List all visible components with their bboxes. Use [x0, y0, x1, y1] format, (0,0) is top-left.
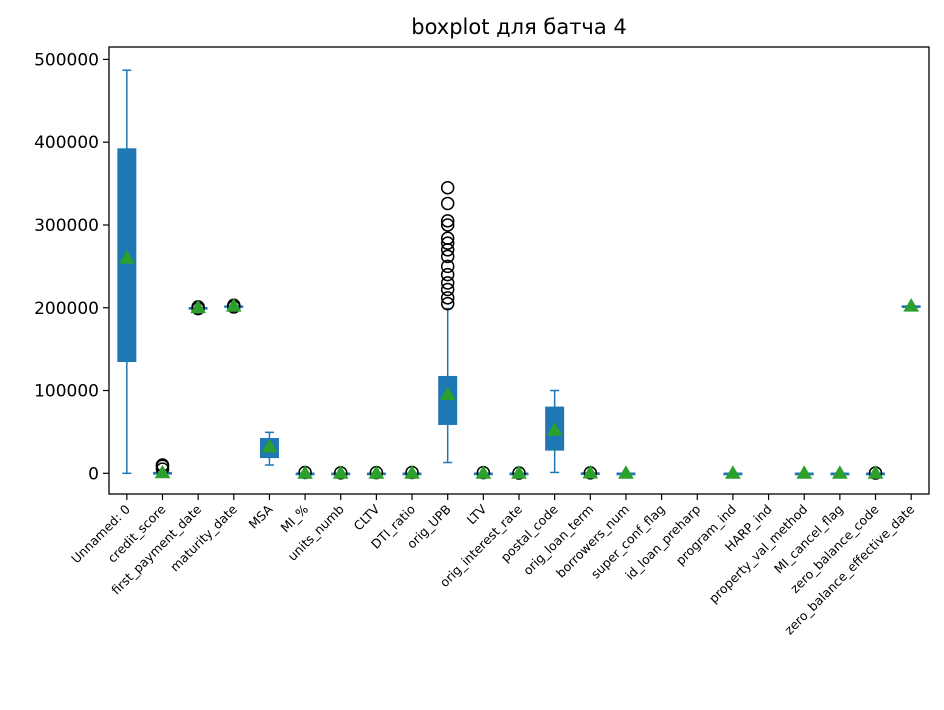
mean-marker — [261, 438, 278, 453]
outlier-point — [440, 180, 455, 195]
outlier-point — [440, 267, 455, 282]
box-0 — [117, 69, 137, 475]
outlier-point — [440, 249, 455, 264]
box-3 — [224, 298, 244, 314]
mean-marker — [475, 465, 492, 479]
x-tick-label: zero_balance_effective_date — [781, 501, 917, 637]
mean-marker — [867, 465, 884, 479]
outlier-point — [440, 231, 455, 245]
box-20 — [830, 465, 850, 479]
mean-marker — [439, 386, 456, 401]
plot-area — [108, 46, 930, 495]
mean-marker — [903, 298, 920, 312]
plot-frame — [108, 46, 930, 495]
outlier-point — [440, 276, 455, 290]
mean-marker — [831, 465, 848, 479]
box-5 — [295, 465, 315, 480]
mean-marker — [332, 465, 349, 479]
x-axis: Unnamed: 0credit_scorefirst_payment_date… — [68, 494, 918, 637]
box-11 — [509, 465, 529, 480]
mean-marker — [225, 298, 242, 312]
y-tick-label: 100000 — [34, 382, 99, 402]
box-7 — [366, 465, 386, 480]
box-4 — [259, 431, 279, 466]
outlier-point — [440, 291, 455, 305]
box-21 — [866, 465, 886, 480]
box-19 — [794, 465, 814, 479]
box-1 — [152, 458, 172, 479]
mean-marker — [725, 465, 741, 479]
y-tick-label: 400000 — [34, 133, 99, 153]
outlier-point — [440, 196, 455, 211]
outlier-point — [440, 214, 455, 228]
outlier-point — [440, 296, 455, 311]
mean-marker — [368, 465, 385, 479]
mean-marker — [190, 299, 207, 314]
mean-marker — [404, 465, 420, 479]
outlier-point — [440, 259, 455, 274]
outlier-point — [440, 282, 455, 297]
y-tick-label: 200000 — [34, 299, 99, 319]
box-8 — [402, 465, 422, 480]
x-tick-label: MI_% — [278, 501, 312, 535]
mean-marker — [118, 250, 135, 264]
box-14 — [616, 465, 636, 479]
y-tick-label: 300000 — [34, 216, 99, 236]
y-axis: 0 100000 200000 300000 400000 500000 — [34, 50, 109, 484]
box-22 — [901, 298, 921, 312]
box-9 — [438, 180, 458, 464]
box-2 — [188, 299, 208, 316]
box-12 — [545, 389, 565, 474]
mean-marker — [618, 465, 634, 479]
box-body — [438, 375, 458, 425]
x-tick-label: CLTV — [351, 501, 383, 533]
mean-marker — [796, 465, 813, 479]
box-6 — [331, 465, 351, 480]
x-tick-label: LTV — [464, 501, 490, 527]
mean-marker — [297, 465, 313, 479]
box-13 — [580, 465, 600, 480]
mean-marker — [511, 465, 527, 479]
mean-marker — [154, 464, 171, 479]
outlier-point — [440, 218, 455, 232]
box-10 — [473, 465, 493, 480]
outlier-point — [440, 236, 455, 250]
y-tick-label: 500000 — [34, 50, 99, 70]
mean-marker — [582, 465, 599, 479]
x-tick-label: MSA — [245, 501, 275, 531]
chart-title: boxplot для батча 4 — [411, 15, 627, 39]
mean-marker — [546, 422, 563, 436]
box-17 — [723, 465, 743, 479]
y-tick-label: 0 — [88, 464, 99, 484]
